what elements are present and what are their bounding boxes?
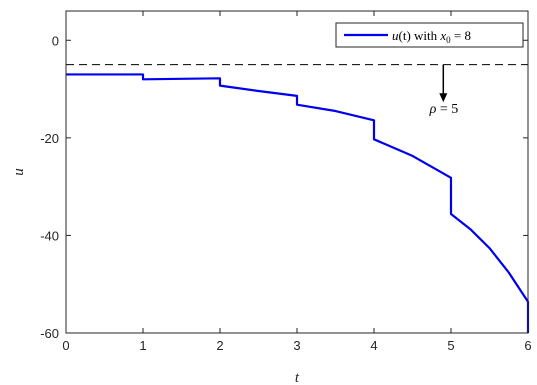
x-axis-title: t <box>295 370 300 385</box>
x-tick-label: 6 <box>524 338 531 353</box>
y-tick-label: 0 <box>52 33 59 48</box>
y-tick-label: -40 <box>40 228 59 243</box>
y-axis-title: u <box>11 168 27 176</box>
x-tick-label: 2 <box>216 338 223 353</box>
plot-area <box>66 11 528 333</box>
arrow-head <box>439 93 448 103</box>
rho-annotation: ρ = 5 <box>429 102 459 117</box>
x-tick-label: 1 <box>139 338 146 353</box>
series-line-u <box>66 73 530 333</box>
series-layer <box>66 64 530 333</box>
tick-layer: 0 1 2 3 4 5 6 0 -20 -40 -60 <box>40 11 532 353</box>
x-tick-label: 5 <box>447 338 454 353</box>
legend: u(t) with x0 = 8 <box>335 22 524 48</box>
x-tick-label: 0 <box>62 338 69 353</box>
legend-label-u: u(t) with x0 = 8 <box>392 28 471 45</box>
x-tick-label: 3 <box>293 338 300 353</box>
x-tick-label: 4 <box>370 338 377 353</box>
annotation-layer <box>439 64 448 103</box>
y-tick-label: -60 <box>40 326 59 341</box>
y-tick-label: -20 <box>40 131 59 146</box>
